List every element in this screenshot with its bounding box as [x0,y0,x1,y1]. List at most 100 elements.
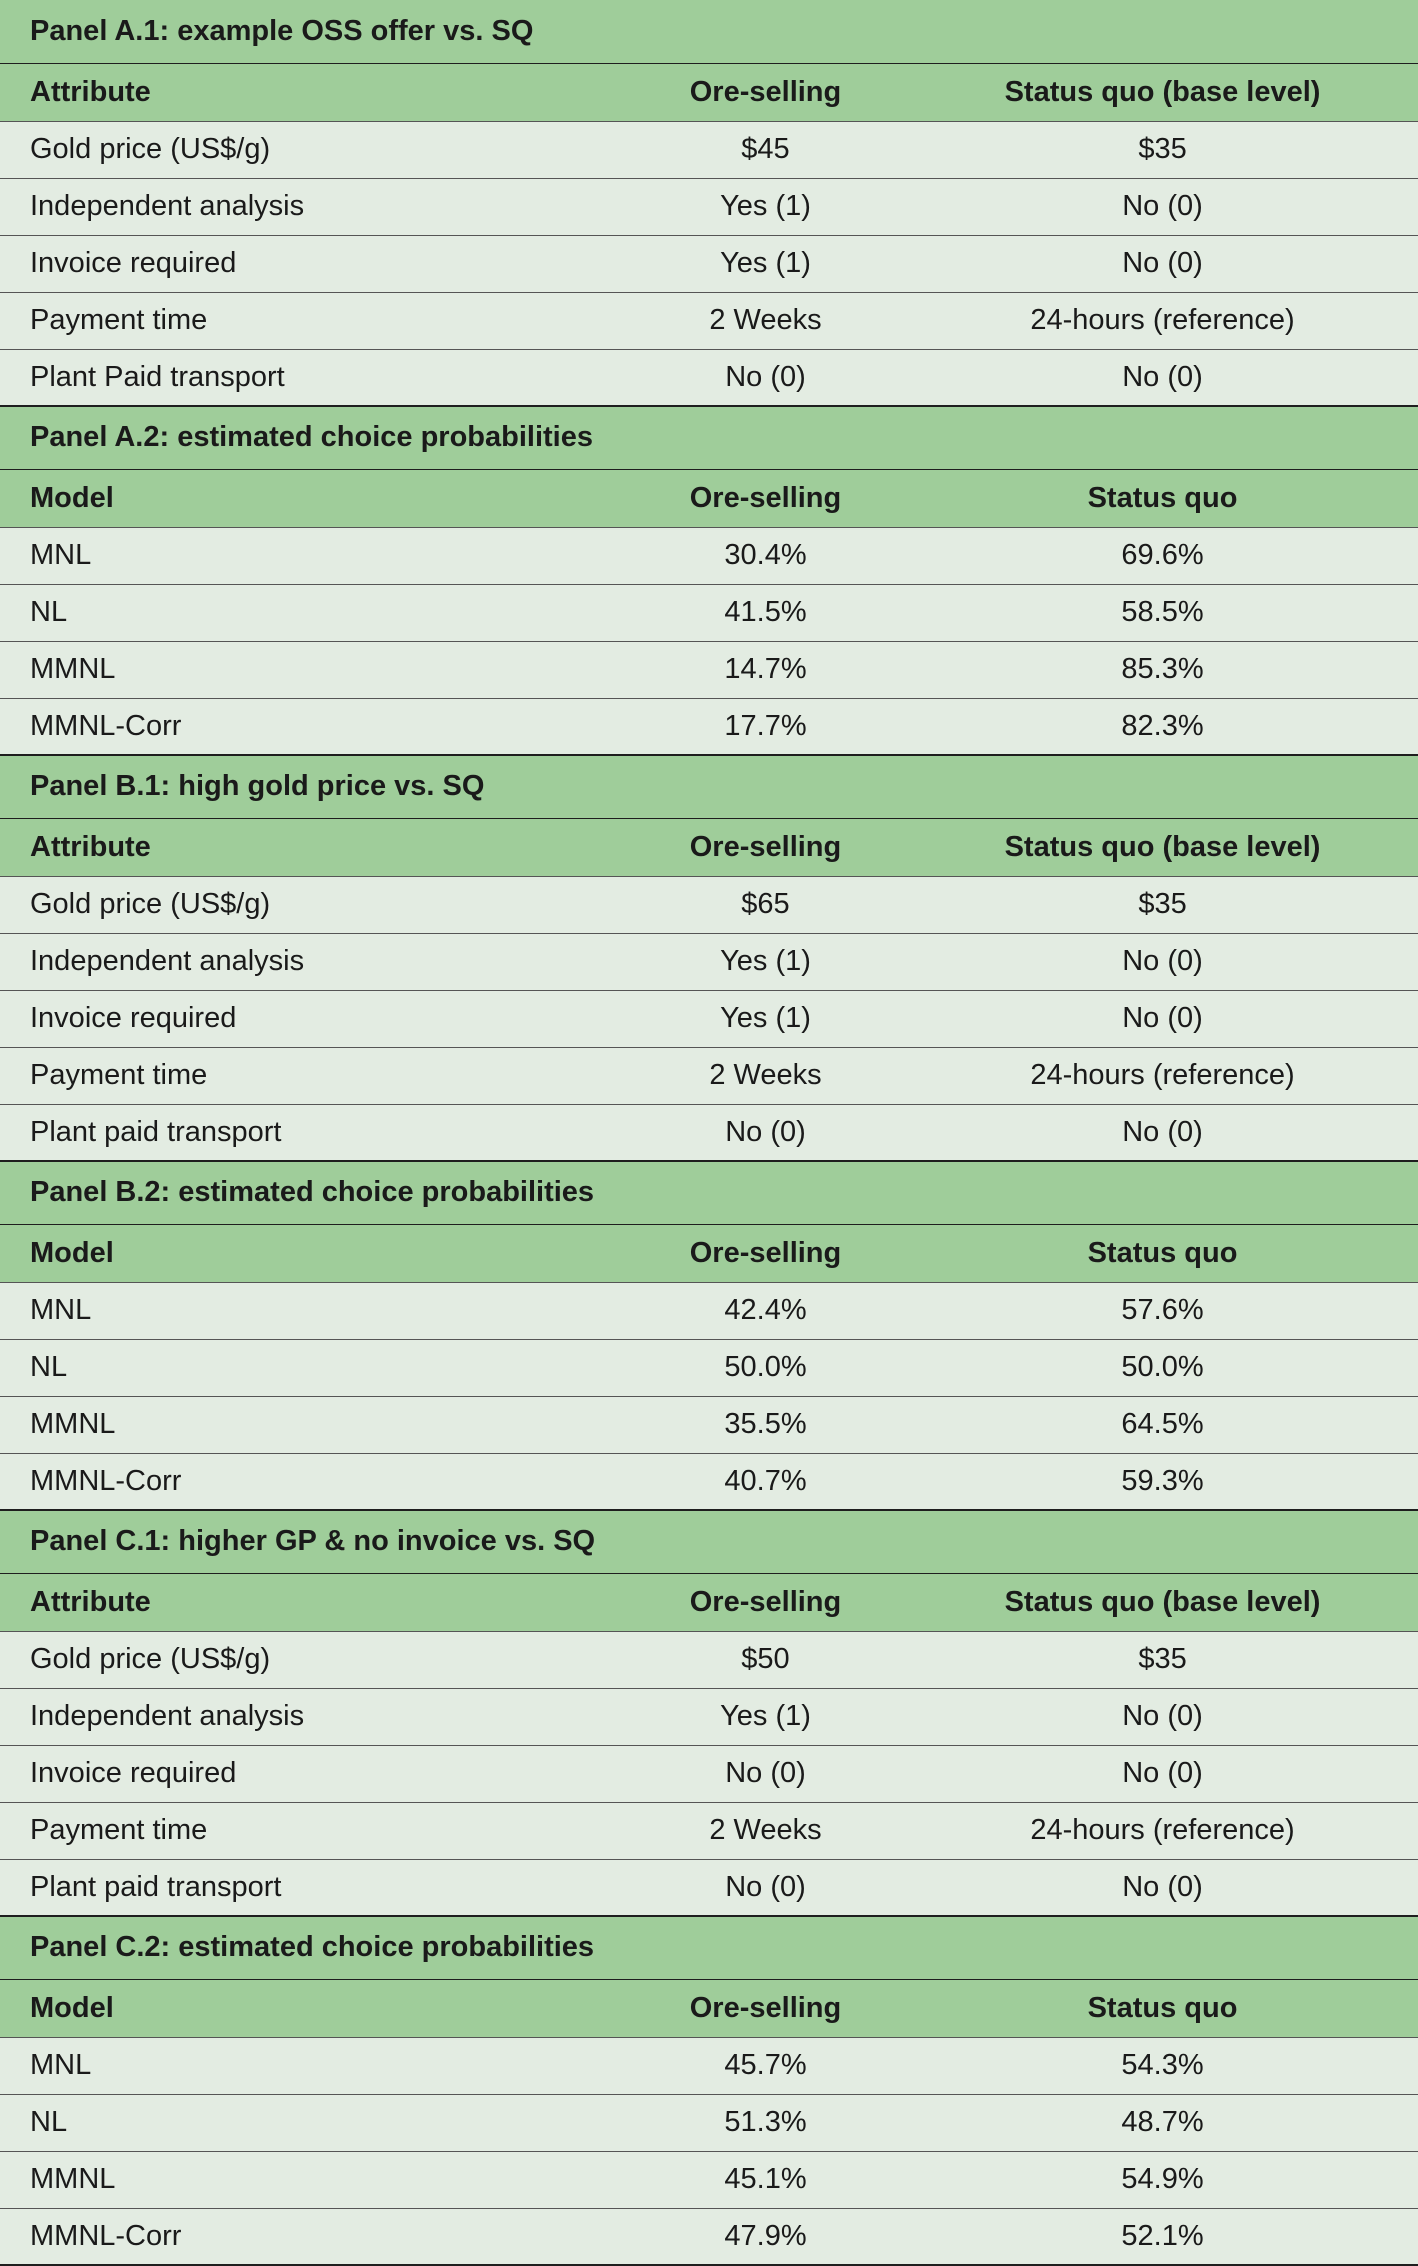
table-cell: 48.7% [907,2094,1418,2152]
table-cell: 42.4% [624,1282,907,1340]
table-cell: Yes (1) [624,178,907,236]
column-header: Model [0,469,624,528]
table-cell: 17.7% [624,698,907,756]
table-row: Invoice required Yes (1) No (0) [0,235,1418,293]
table-cell: 2 Weeks [624,1047,907,1105]
table-cell: 35.5% [624,1396,907,1454]
table-row: MMNL 45.1% 54.9% [0,2151,1418,2209]
table-row: Independent analysis Yes (1) No (0) [0,178,1418,236]
row-label: Independent analysis [0,1688,624,1746]
table-cell: 57.6% [907,1282,1418,1340]
row-label: Payment time [0,1802,624,1860]
panel-title-row: Panel B.2: estimated choice probabilitie… [0,1160,1418,1225]
table-row: Payment time 2 Weeks 24-hours (reference) [0,1047,1418,1105]
table-row: Gold price (US$/g) $65 $35 [0,876,1418,934]
table-cell: Yes (1) [624,1688,907,1746]
row-label: Invoice required [0,235,624,293]
table-cell: 59.3% [907,1453,1418,1511]
table-cell: $35 [907,1631,1418,1689]
table-cell: $35 [907,121,1418,179]
table-cell: No (0) [624,1745,907,1803]
row-label: Gold price (US$/g) [0,876,624,934]
row-label: Plant paid transport [0,1859,624,1917]
table-cell: No (0) [907,933,1418,991]
panel-title: Panel B.1: high gold price vs. SQ [0,754,1418,819]
row-label: Plant paid transport [0,1104,624,1162]
column-header: Model [0,1224,624,1283]
column-header: Model [0,1979,624,2038]
row-label: Gold price (US$/g) [0,1631,624,1689]
column-header: Ore-selling [624,63,907,122]
row-label: MNL [0,2037,624,2095]
panel-title: Panel B.2: estimated choice probabilitie… [0,1160,1418,1225]
panel-title: Panel A.1: example OSS offer vs. SQ [0,0,1418,64]
row-label: Invoice required [0,1745,624,1803]
column-header-row: Attribute Ore-selling Status quo (base lev… [0,1573,1418,1632]
table-row: MNL 30.4% 69.6% [0,527,1418,585]
table-cell: 41.5% [624,584,907,642]
table-cell: No (0) [624,1104,907,1162]
panel-title: Panel A.2: estimated choice probabilitie… [0,405,1418,470]
table-row: Payment time 2 Weeks 24-hours (reference) [0,1802,1418,1860]
panel-title-row: Panel B.1: high gold price vs. SQ [0,754,1418,819]
table-row: MMNL 14.7% 85.3% [0,641,1418,699]
table-cell: No (0) [907,349,1418,407]
table-row: Invoice required Yes (1) No (0) [0,990,1418,1048]
panel-title: Panel C.1: higher GP & no invoice vs. SQ [0,1509,1418,1574]
column-header: Status quo [907,469,1418,528]
panel-title-row: Panel A.1: example OSS offer vs. SQ [0,0,1418,64]
row-label: MMNL-Corr [0,2208,624,2266]
table-row: NL 51.3% 48.7% [0,2094,1418,2152]
table-cell: 58.5% [907,584,1418,642]
table-row: MMNL-Corr 47.9% 52.1% [0,2208,1418,2266]
column-header: Status quo (base level) [907,1573,1418,1632]
table-cell: No (0) [907,1745,1418,1803]
table-row: Independent analysis Yes (1) No (0) [0,1688,1418,1746]
table-cell: 85.3% [907,641,1418,699]
table-row: Independent analysis Yes (1) No (0) [0,933,1418,991]
table-row: Plant paid transport No (0) No (0) [0,1104,1418,1162]
row-label: MMNL [0,1396,624,1454]
table-cell: Yes (1) [624,933,907,991]
panel-title-row: Panel C.1: higher GP & no invoice vs. SQ [0,1509,1418,1574]
column-header-row: Model Ore-selling Status quo [0,1979,1418,2038]
column-header: Ore-selling [624,1979,907,2038]
table-row: MMNL 35.5% 64.5% [0,1396,1418,1454]
row-label: Invoice required [0,990,624,1048]
table-cell: 30.4% [624,527,907,585]
row-label: Independent analysis [0,178,624,236]
table-cell: No (0) [907,1104,1418,1162]
table-row: MMNL-Corr 17.7% 82.3% [0,698,1418,756]
column-header-row: Attribute Ore-selling Status quo (base lev… [0,818,1418,877]
column-header: Status quo [907,1979,1418,2038]
column-header: Ore-selling [624,469,907,528]
column-header: Ore-selling [624,1573,907,1632]
row-label: MNL [0,527,624,585]
column-header-row: Model Ore-selling Status quo [0,1224,1418,1283]
table-cell: 40.7% [624,1453,907,1511]
table-cell: $35 [907,876,1418,934]
row-label: MMNL [0,2151,624,2209]
table-cell: 82.3% [907,698,1418,756]
table-cell: 54.3% [907,2037,1418,2095]
row-label: NL [0,584,624,642]
table-row: Payment time 2 Weeks 24-hours (reference) [0,292,1418,350]
table-cell: No (0) [907,990,1418,1048]
table-cell: 69.6% [907,527,1418,585]
table-cell: 52.1% [907,2208,1418,2266]
column-header: Attribute [0,63,624,122]
table-row: Gold price (US$/g) $45 $35 [0,121,1418,179]
table-cell: 54.9% [907,2151,1418,2209]
table-cell: No (0) [907,235,1418,293]
column-header: Status quo (base level) [907,818,1418,877]
table-cell: 24-hours (reference) [907,1802,1418,1860]
row-label: MMNL-Corr [0,698,624,756]
table-row: MNL 45.7% 54.3% [0,2037,1418,2095]
table-cell: 2 Weeks [624,292,907,350]
table-cell: 50.0% [907,1339,1418,1397]
table-cell: No (0) [907,178,1418,236]
table-cell: 45.1% [624,2151,907,2209]
table-cell: No (0) [907,1859,1418,1917]
column-header-row: Model Ore-selling Status quo [0,469,1418,528]
